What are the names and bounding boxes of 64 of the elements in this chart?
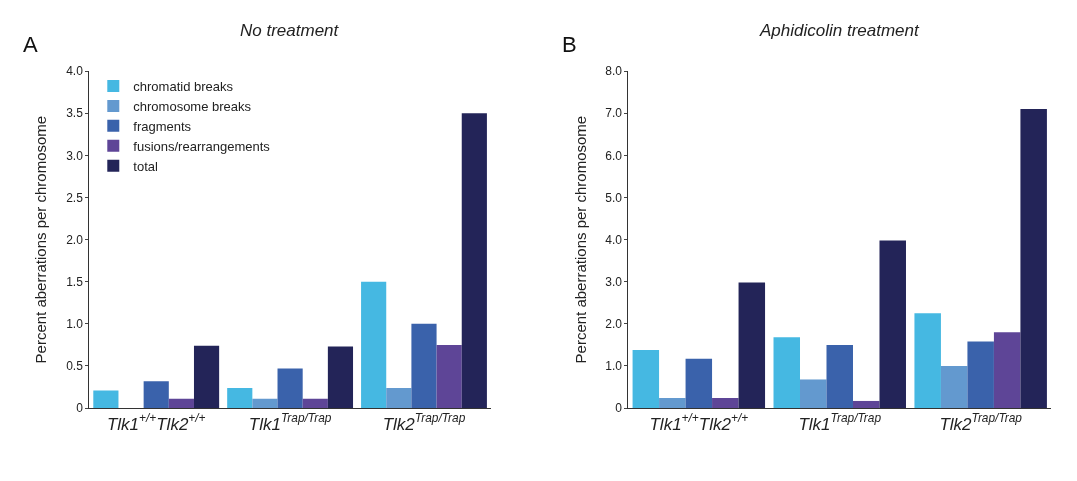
- bar: [361, 281, 387, 409]
- y-tick-label: 5.0: [605, 190, 623, 205]
- x-tick-label: Tlk2$^{Trap/Trap}$: [382, 411, 466, 434]
- chart-title: No treatment: [240, 21, 340, 40]
- legend-label: chromosome breaks: [133, 99, 252, 115]
- legend-label: chromatid breaks: [133, 79, 234, 95]
- bar: [738, 282, 766, 409]
- bar: [914, 313, 941, 409]
- bar: [685, 358, 713, 409]
- bar: [993, 332, 1021, 409]
- bar: [826, 344, 853, 409]
- bar: [327, 346, 354, 409]
- y-tick-label: 8.0: [605, 64, 623, 79]
- bar: [193, 345, 220, 409]
- legend-label: fragments: [133, 118, 192, 134]
- y-tick-label: 2.0: [66, 232, 84, 247]
- y-tick-label: 6.0: [605, 148, 623, 163]
- bar: [252, 398, 278, 409]
- y-tick-label: 4.0: [605, 232, 623, 247]
- bar: [773, 337, 800, 409]
- bar: [712, 398, 739, 409]
- legend-label: total: [133, 158, 158, 174]
- y-tick-label: 7.0: [605, 106, 623, 121]
- x-tick-label: Tlk1$^{Trap/Trap}$: [248, 411, 332, 434]
- y-tick-label: 0: [76, 401, 84, 416]
- chart-title: Aphidicolin treatment: [759, 21, 921, 40]
- x-tick-label: Tlk1$^{+/+}$Tlk2$^{+/+}$: [649, 411, 749, 434]
- y-tick-label: 1.0: [605, 359, 623, 374]
- bar: [879, 240, 906, 409]
- x-tick-label: Tlk1$^{Trap/Trap}$: [798, 411, 882, 434]
- bar: [967, 341, 994, 409]
- bar: [1020, 109, 1047, 409]
- bar: [227, 387, 253, 409]
- bar: [940, 365, 968, 409]
- y-axis-title: Percent aberrations per chromosome: [32, 115, 50, 364]
- y-tick-label: 1.0: [66, 317, 84, 332]
- y-tick-label: 3.0: [66, 148, 84, 163]
- y-tick-label: 3.5: [66, 106, 84, 121]
- text: B: [562, 32, 577, 57]
- y-tick-label: 2.5: [66, 190, 84, 205]
- bar: [436, 344, 462, 409]
- bar: [277, 368, 303, 409]
- y-tick-label: 1.5: [66, 274, 84, 289]
- x-tick-label: Tlk2$^{Trap/Trap}$: [939, 411, 1023, 434]
- bar: [168, 398, 194, 409]
- y-tick-label: 2.0: [605, 317, 623, 332]
- text: A: [23, 32, 38, 57]
- bar: [93, 390, 119, 409]
- y-axis-title: Percent aberrations per chromosome: [571, 115, 589, 364]
- bar: [143, 381, 169, 409]
- bar: [302, 398, 328, 409]
- bar: [659, 398, 686, 409]
- x-tick-label: Tlk1$^{+/+}$Tlk2$^{+/+}$: [106, 411, 206, 434]
- bar: [386, 387, 412, 409]
- bar: [852, 400, 880, 409]
- bar: [632, 349, 660, 409]
- bar: [800, 379, 827, 409]
- y-tick-label: 3.0: [605, 274, 623, 289]
- y-tick-label: 0.5: [66, 359, 84, 374]
- bar: [411, 323, 437, 409]
- y-tick-label: 0: [615, 401, 623, 416]
- legend-label: fusions/rearrangements: [133, 138, 271, 154]
- y-tick-label: 4.0: [66, 64, 84, 79]
- bar: [461, 113, 487, 409]
